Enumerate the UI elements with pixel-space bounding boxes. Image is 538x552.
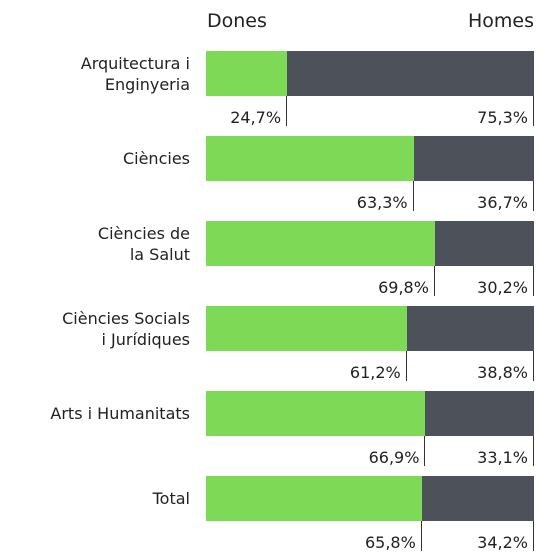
label-tick bbox=[533, 351, 534, 381]
value-label: 36,7% bbox=[477, 193, 528, 212]
value-label: 38,8% bbox=[477, 363, 528, 382]
label-tick bbox=[434, 266, 435, 296]
value-label: 34,2% bbox=[477, 533, 528, 552]
bar-segment bbox=[206, 476, 422, 521]
label-tick bbox=[533, 181, 534, 211]
label-tick bbox=[533, 96, 534, 126]
value-label: 33,1% bbox=[477, 448, 528, 467]
label-tick bbox=[413, 181, 414, 211]
category-label: Ciències de la Salut bbox=[97, 223, 190, 264]
bar-segment bbox=[421, 476, 534, 521]
value-label: 61,2% bbox=[349, 363, 401, 382]
value-label: 75,3% bbox=[477, 108, 528, 127]
label-tick bbox=[424, 436, 425, 466]
value-label: 66,9% bbox=[368, 448, 420, 467]
category-label: Arquitectura i Enginyeria bbox=[80, 53, 190, 94]
label-tick bbox=[421, 521, 422, 551]
label-tick bbox=[533, 436, 534, 466]
bar-segment bbox=[287, 51, 534, 96]
value-label: 63,3% bbox=[356, 193, 408, 212]
bar-segment bbox=[413, 136, 534, 181]
label-tick bbox=[286, 96, 287, 126]
category-label: Total bbox=[152, 489, 190, 508]
bar-segment bbox=[206, 136, 414, 181]
bar-segment bbox=[425, 391, 534, 436]
label-tick bbox=[406, 351, 407, 381]
category-label: Ciències bbox=[122, 149, 190, 168]
label-tick bbox=[533, 521, 534, 551]
legend-label: Homes bbox=[467, 10, 534, 32]
legend-label: Dones bbox=[207, 10, 267, 32]
bar-segment bbox=[206, 391, 426, 436]
bar-segment bbox=[434, 221, 534, 266]
value-label: 65,8% bbox=[364, 533, 416, 552]
label-tick bbox=[533, 266, 534, 296]
category-label: Ciències Socials i Jurídiques bbox=[62, 308, 190, 349]
category-label: Arts i Humanitats bbox=[50, 404, 190, 423]
bar-segment bbox=[206, 221, 435, 266]
bar-segment bbox=[406, 306, 534, 351]
value-label: 30,2% bbox=[477, 278, 528, 297]
bar-segment bbox=[206, 51, 288, 96]
bar-segment bbox=[206, 306, 407, 351]
value-label: 24,7% bbox=[230, 108, 282, 127]
value-label: 69,8% bbox=[378, 278, 429, 297]
